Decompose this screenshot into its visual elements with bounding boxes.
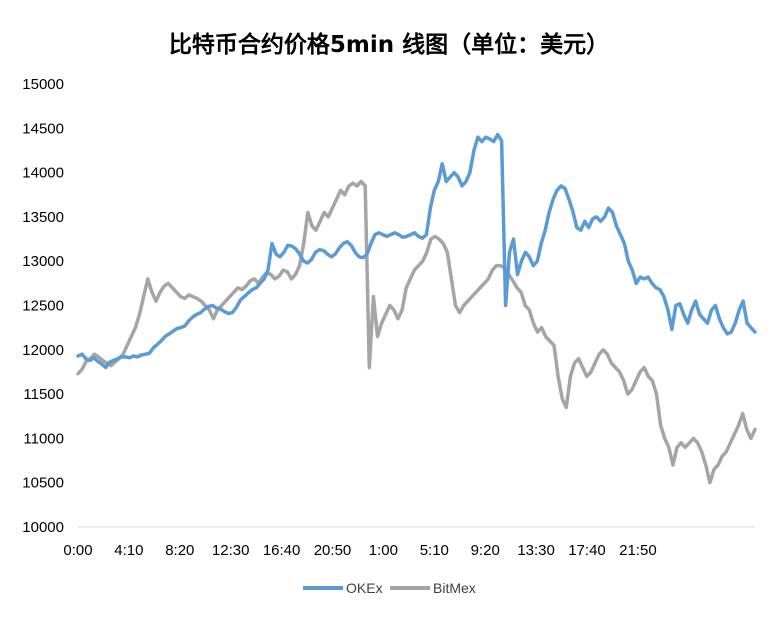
series-line-okex [76, 132, 757, 370]
y-tick-label: 12000 [22, 342, 64, 359]
y-tick-label: 14000 [22, 165, 64, 182]
legend-label-okex: OKEx [346, 580, 383, 596]
y-tick-label: 14500 [22, 120, 64, 137]
x-tick-label: 9:20 [471, 542, 500, 559]
y-tick-label: 11500 [23, 386, 64, 403]
legend: OKEx BitMex [303, 580, 476, 596]
x-tick-label: 12:30 [212, 542, 250, 559]
series-line-bitmex [76, 179, 757, 485]
y-tick-label: 13500 [22, 209, 64, 226]
y-tick-label: 12500 [22, 298, 64, 315]
chart-title: 比特币合约价格5min 线图（单位：美元） [169, 31, 609, 58]
series-group [76, 132, 757, 485]
x-tick-label: 13:30 [517, 542, 555, 559]
legend-label-bitmex: BitMex [433, 580, 476, 596]
y-axis: 10000 10500 11000 11500 12000 12500 13000 13500… [22, 76, 64, 536]
y-tick-label: 11000 [23, 430, 64, 447]
y-tick-label: 10500 [22, 475, 64, 492]
x-tick-label: 20:50 [314, 542, 352, 559]
y-tick-label: 13000 [22, 253, 64, 270]
x-tick-label: 21:50 [619, 542, 657, 559]
x-tick-label: 8:20 [165, 542, 194, 559]
x-tick-label: 0:00 [63, 542, 92, 559]
x-axis: 0:00 4:10 8:20 12:30 16:40 20:50 1:00 5:10 9:20 1… [63, 542, 656, 559]
x-tick-label: 1:00 [369, 542, 398, 559]
x-tick-label: 17:40 [568, 542, 606, 559]
y-tick-label: 15000 [22, 76, 64, 93]
x-tick-label: 5:10 [420, 542, 449, 559]
y-tick-label: 10000 [22, 519, 64, 536]
x-tick-label: 4:10 [114, 542, 143, 559]
x-tick-label: 16:40 [263, 542, 301, 559]
